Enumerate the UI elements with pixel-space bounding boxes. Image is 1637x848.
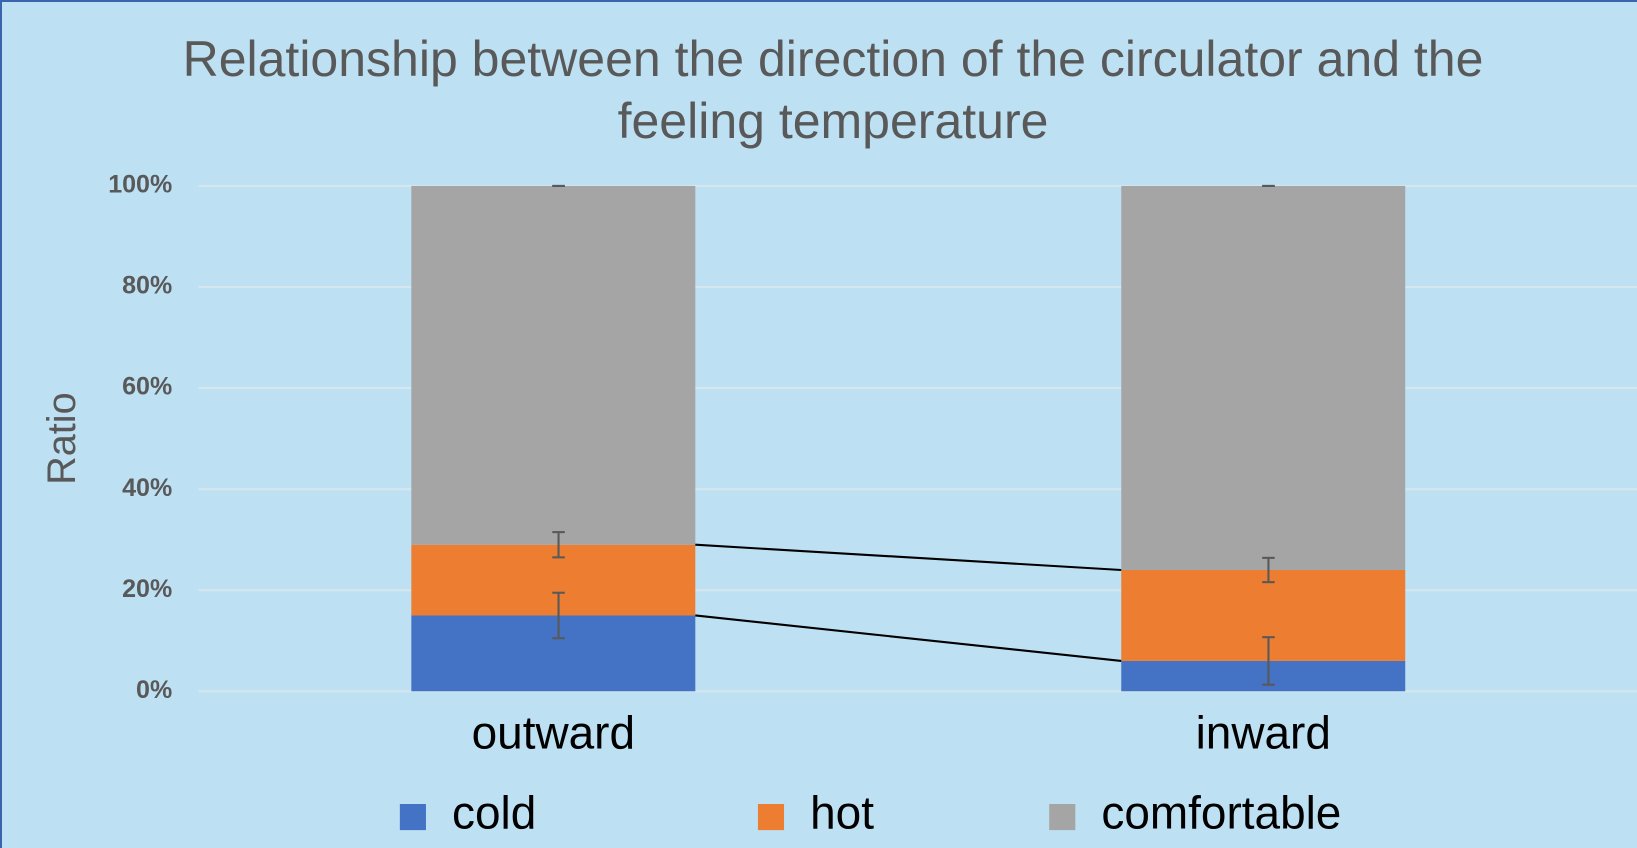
- error-bar: [552, 531, 565, 559]
- x-tick-label: inward: [1196, 706, 1331, 758]
- y-tick-label: 40%: [122, 474, 172, 502]
- bar-segment: [1121, 185, 1406, 570]
- bar-segment: [411, 615, 696, 692]
- y-tick-label: 80%: [122, 272, 172, 300]
- error-bar: [1262, 636, 1275, 686]
- x-tick-label: outward: [472, 706, 635, 758]
- legend-swatch: [1049, 804, 1076, 831]
- bar-segment: [1121, 569, 1406, 661]
- legend-swatch: [757, 804, 785, 831]
- bar-segment: [411, 185, 696, 545]
- y-tick-label: 20%: [122, 575, 172, 603]
- error-bar: [552, 591, 565, 640]
- y-tick-label: 60%: [122, 373, 172, 401]
- chart-title: Relationship between the direction of th…: [182, 31, 1484, 149]
- y-tick-label: 0%: [136, 676, 172, 704]
- y-tick-label: 100%: [108, 171, 172, 199]
- series-line: [695, 543, 1122, 572]
- series-line: [695, 614, 1122, 662]
- legend-label: cold: [452, 787, 536, 839]
- legend-swatch: [399, 804, 426, 831]
- bar-segment: [411, 544, 696, 616]
- y-axis-label: Ratio: [40, 392, 84, 485]
- error-bar: [1262, 556, 1275, 584]
- legend-label: comfortable: [1101, 787, 1341, 839]
- legend-label: hot: [810, 787, 874, 839]
- bar-segment: [1121, 660, 1406, 692]
